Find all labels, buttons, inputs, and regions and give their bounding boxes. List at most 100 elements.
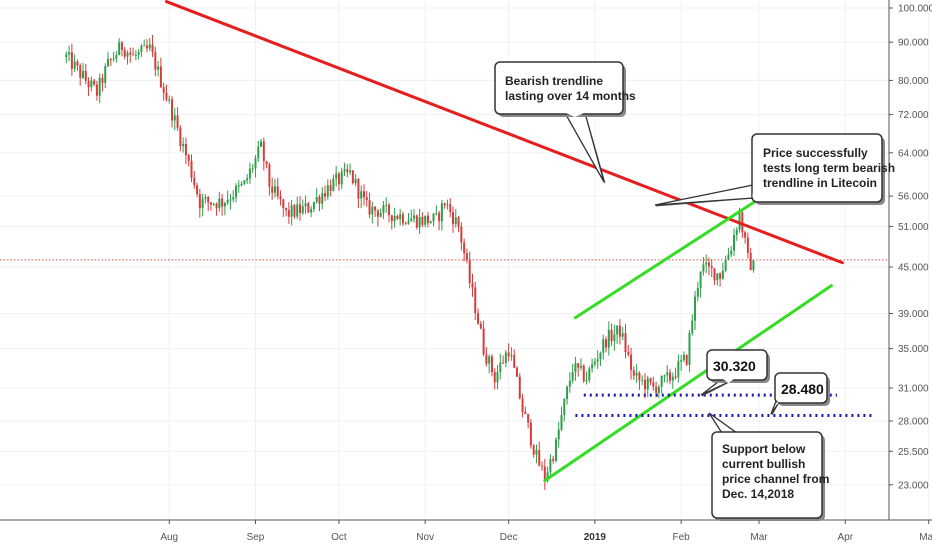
candle-body [326, 185, 329, 197]
candle-body [510, 355, 513, 357]
candle-body [112, 58, 115, 60]
candle-body [248, 168, 251, 179]
candle-body [332, 178, 335, 191]
candle-body [129, 52, 132, 55]
candle-body [663, 375, 666, 377]
candle-body [543, 466, 546, 481]
candle-body [616, 325, 619, 335]
candle-body [413, 215, 416, 219]
candle-body [669, 372, 672, 381]
candles [65, 35, 755, 490]
candle-body [399, 214, 402, 220]
candle-body [287, 210, 290, 217]
candle-body [646, 378, 649, 390]
candle-body [527, 414, 530, 423]
candle-body [104, 66, 107, 83]
candle-body [415, 215, 418, 228]
candle-body [655, 386, 658, 393]
candle-body [532, 445, 535, 455]
candle-body [746, 237, 749, 253]
candle-body [749, 252, 752, 270]
candle-body [421, 216, 424, 225]
candle-body [438, 213, 441, 222]
candle-body [401, 214, 404, 224]
candle-body [307, 203, 310, 213]
candle-body [738, 212, 741, 230]
candle-body [120, 42, 123, 50]
candle-body [485, 354, 488, 364]
candle-body [101, 77, 104, 83]
candle-body [235, 185, 238, 198]
candle-body [499, 362, 502, 373]
candle-body [134, 54, 137, 56]
candle-body [680, 360, 683, 362]
candle-body [337, 173, 340, 185]
candle-body [335, 173, 338, 179]
candle-body [671, 376, 674, 381]
candle-body [229, 199, 232, 201]
callout-box [711, 431, 823, 519]
x-tick-label: May [919, 532, 932, 543]
callout-text-line: price channel from [722, 472, 829, 486]
x-tick-label: Sep [247, 532, 265, 543]
y-tick-label: 72.000 [898, 110, 929, 121]
y-tick-label: 35.000 [898, 344, 929, 355]
candle-body [521, 398, 524, 412]
candle-body [541, 465, 544, 467]
y-tick-label: 39.000 [898, 309, 929, 320]
candle-body [318, 196, 321, 204]
candle-body [76, 61, 79, 66]
candle-body [577, 363, 580, 368]
candle-body [621, 333, 624, 337]
candle-body [382, 205, 385, 213]
candle-body [538, 450, 541, 466]
candle-body [265, 161, 268, 165]
candle-body [165, 92, 168, 100]
x-tick-label: Oct [331, 532, 347, 543]
candle-body [638, 372, 641, 381]
candle-body [593, 361, 596, 365]
candle-body [641, 379, 644, 381]
candle-body [535, 450, 538, 455]
candle-body [118, 42, 121, 56]
candle-body [393, 215, 396, 222]
callout-text-line: current bullish [722, 457, 805, 471]
candle-body [474, 287, 477, 314]
candle-body [741, 212, 744, 233]
candle-body [215, 203, 218, 209]
candle-body [471, 282, 474, 288]
candle-body [624, 333, 627, 352]
candle-body [557, 429, 560, 440]
callout-box [751, 133, 883, 203]
candle-body [496, 372, 499, 383]
candle-body [260, 141, 263, 147]
candle-body [549, 458, 552, 473]
candle-body [157, 66, 160, 70]
candle-body [477, 313, 480, 324]
candle-body [343, 169, 346, 172]
candle-body [571, 372, 574, 381]
candle-body [465, 253, 468, 260]
candle-body [443, 203, 446, 206]
x-tick-label: Feb [673, 532, 691, 543]
y-tick-label: 56.000 [898, 192, 929, 203]
candle-body [607, 329, 610, 348]
candle-body [418, 216, 421, 228]
candle-body [552, 458, 555, 461]
candle-body [457, 217, 460, 227]
candle-body [223, 202, 226, 207]
candle-body [407, 221, 410, 224]
candle-body [65, 54, 68, 57]
candle-body [184, 143, 187, 156]
candle-body [546, 472, 549, 481]
candle-body [446, 204, 449, 206]
candle-body [349, 170, 352, 173]
callout-text-line: Dec. 14,2018 [722, 487, 794, 501]
candle-body [449, 204, 452, 212]
candle-body [410, 218, 413, 222]
candle-body [276, 186, 279, 197]
channel-lower [543, 284, 833, 483]
candle-body [515, 367, 518, 377]
